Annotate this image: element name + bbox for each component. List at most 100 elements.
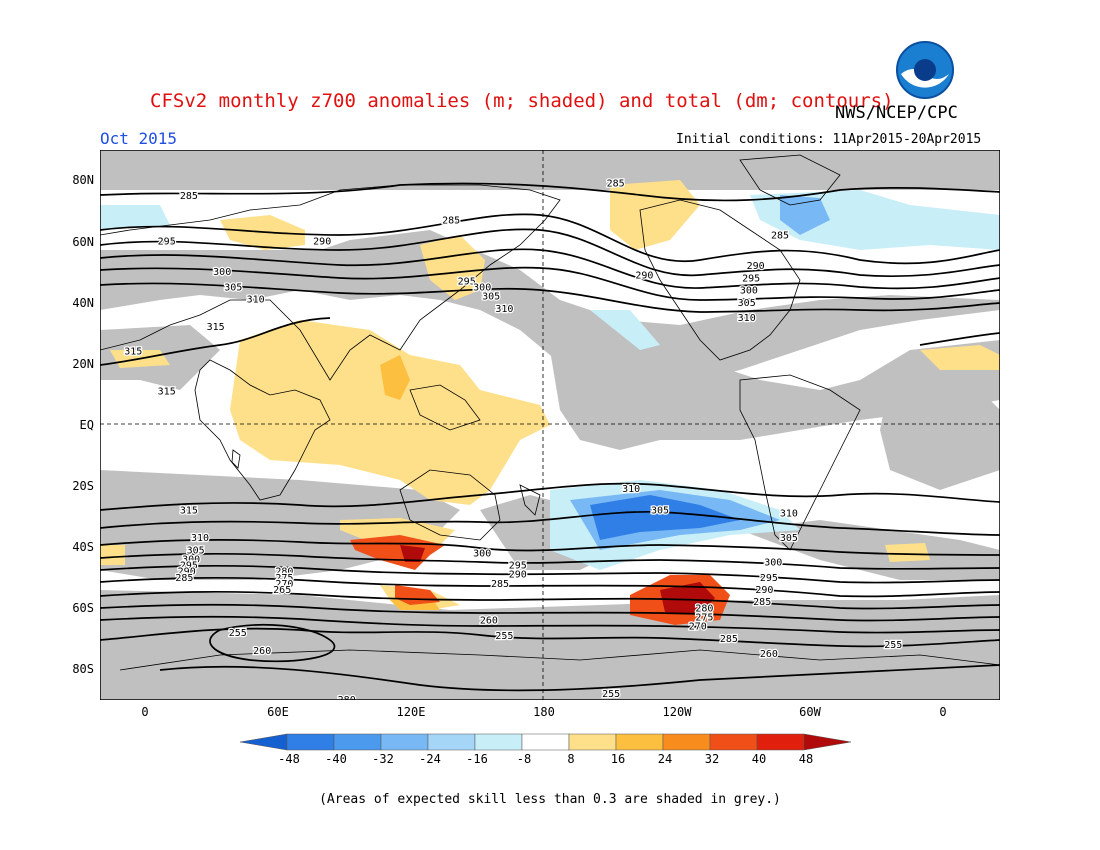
south-america-coast — [739, 374, 861, 551]
grey-east-pacific — [550, 340, 1000, 450]
lat-label-20s: 20S — [72, 479, 94, 493]
contour-label-40: 285 — [491, 579, 509, 590]
contour-295 — [100, 228, 1000, 278]
colorbar-swatch-5 — [474, 733, 523, 751]
colorbar — [240, 733, 852, 751]
contour-285 — [100, 182, 1000, 202]
lon-label-0: 0 — [141, 705, 149, 719]
colorbar-swatch-3 — [380, 733, 429, 751]
cold-north-pacific — [590, 310, 660, 350]
contour-310 — [100, 282, 1000, 313]
contour-label-30: 295 — [180, 561, 198, 572]
extreme-positive-anomalies — [400, 545, 715, 615]
africa-coast — [194, 359, 331, 501]
contour-255-closed — [209, 623, 336, 663]
lon-label-60e: 60E — [267, 705, 289, 719]
contour-label-19: 305 — [738, 298, 756, 309]
contour-label-10: 295 — [458, 276, 476, 287]
lat-label-60n: 60N — [72, 235, 94, 249]
contour-label-16: 290 — [747, 261, 765, 272]
new-zealand-coast — [519, 484, 541, 516]
contour-label-2: 300 — [213, 267, 231, 278]
colorbar-swatch-8 — [615, 733, 664, 751]
warm-south-atlantic-west — [100, 545, 125, 565]
lat-label-80n: 80N — [72, 173, 94, 187]
contour-label-31: 290 — [178, 567, 196, 578]
contour-255-south — [159, 664, 1000, 692]
contour-label-25: 305 — [780, 533, 798, 544]
grey-north-midlat — [100, 230, 1000, 390]
contour-285-south — [100, 576, 1000, 598]
lat-label-80s: 80S — [72, 662, 94, 676]
antarctica-coast — [119, 649, 1000, 671]
contour-295-south — [100, 552, 1000, 570]
contour-300-south — [100, 539, 1000, 556]
contour-label-34: 275 — [275, 573, 293, 584]
colorbar-label-5: -16 — [466, 752, 488, 766]
contour-label-27: 310 — [191, 533, 209, 544]
contour-290-south — [100, 564, 1000, 584]
contour-label-32: 285 — [175, 573, 193, 584]
contour-270-south — [100, 615, 1000, 634]
contour-label-41: 300 — [764, 558, 782, 569]
maritime-continent-coast — [409, 384, 481, 431]
noaa-logo-center — [914, 59, 936, 81]
lon-label-120e: 120E — [396, 705, 426, 719]
contour-label-15: 285 — [771, 231, 789, 242]
colorbar-swatch-12 — [803, 733, 852, 751]
australia-coast — [399, 469, 501, 541]
contour-260-south — [100, 627, 1000, 648]
forecast-month: Oct 2015 — [100, 129, 178, 148]
contour-label-5: 315 — [207, 322, 225, 333]
lat-label-40s: 40S — [72, 540, 94, 554]
chart-title: CFSv2 monthly z700 anomalies (m; shaded)… — [150, 90, 894, 112]
lon-label-180: 180 — [533, 705, 555, 719]
contour-label-48: 285 — [720, 634, 738, 645]
contour-label-55: 255 — [602, 689, 620, 700]
contour-label-50: 255 — [495, 631, 513, 642]
strong-negative-anomalies — [590, 495, 740, 540]
contour-label-22: 310 — [622, 484, 640, 495]
contour-label-56: 280 — [338, 695, 356, 700]
lon-label-0-east: 0 — [939, 705, 947, 719]
contour-label-3: 305 — [224, 283, 242, 294]
colorbar-label-7: 8 — [567, 752, 575, 766]
contour-315-atlantic — [919, 332, 1000, 346]
contour-label-28: 305 — [187, 545, 205, 556]
colorbar-swatch-10 — [709, 733, 758, 751]
colorbar-swatch-0 — [240, 733, 288, 751]
grey-south-atlantic — [880, 380, 1000, 490]
anomaly-map: 2852953003053103153152902852852953003053… — [100, 150, 1000, 700]
contour-label-0: 285 — [180, 191, 198, 202]
contour-label-49: 260 — [480, 616, 498, 627]
warm-japan — [420, 235, 485, 300]
colorbar-swatch-7 — [568, 733, 617, 751]
contour-label-42: 295 — [760, 573, 778, 584]
contour-label-1: 295 — [158, 237, 176, 248]
contour-label-17: 295 — [742, 273, 760, 284]
contour-label-24: 310 — [780, 509, 798, 520]
contour-label-39: 290 — [509, 570, 527, 581]
contour-label-7: 290 — [313, 237, 331, 248]
warm-core-indochina — [380, 355, 410, 400]
colorbar-label-10: 32 — [704, 752, 720, 766]
colorbar-label-4: -24 — [419, 752, 441, 766]
contour-label-4: 310 — [247, 295, 265, 306]
contour-315-north — [100, 317, 331, 366]
contour-310-south — [100, 482, 1000, 511]
warm-extreme-1 — [400, 545, 425, 562]
noaa-logo — [896, 41, 954, 99]
colorbar-swatch-11 — [756, 733, 805, 751]
colorbar-swatch-2 — [333, 733, 382, 751]
colorbar-swatch-4 — [427, 733, 476, 751]
contour-labels: 2852953003053103153152902852852953003053… — [123, 177, 904, 700]
contour-label-12: 305 — [482, 292, 500, 303]
cold-north-atlantic — [100, 205, 170, 230]
coastlines — [100, 154, 1000, 671]
contour-305-south — [100, 510, 1000, 536]
lat-label-eq: EQ — [79, 418, 94, 432]
grey-southern-ocean — [100, 590, 1000, 620]
contour-label-14: 290 — [635, 270, 653, 281]
contour-275-south — [100, 603, 1000, 622]
eurasia-coast — [100, 184, 561, 381]
